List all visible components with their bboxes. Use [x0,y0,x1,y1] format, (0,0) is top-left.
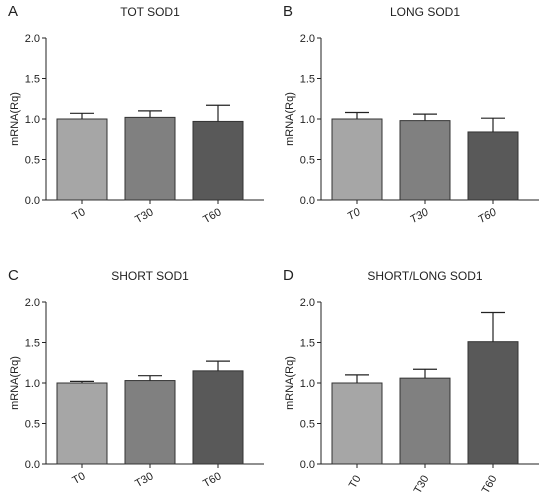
bar-t60 [467,341,519,465]
y-tick-label: 1.5 [25,338,40,350]
y-tick-label: 1.0 [25,114,40,126]
bar-t0 [56,118,108,201]
y-axis-title: mRNA(Rq) [9,356,21,410]
panel-title: SHORT SOD1 [111,269,189,283]
bar-t60 [192,370,244,465]
y-tick-label: 0.0 [300,195,315,207]
y-axis-title: mRNA(Rq) [284,356,296,410]
panel-letter: C [8,267,19,284]
bar-t30 [399,377,451,465]
panel-a: A TOT SOD1 mRNA(Rq) 0.0 0.5 1.0 1.5 2.0 T0 T30 T60 [8,3,264,226]
y-tick-label: 1.0 [300,378,315,390]
bar-t30 [399,120,451,201]
y-tick-label: 1.0 [25,378,40,390]
panel-title: LONG SOD1 [390,5,460,19]
panel-b: B LONG SOD1 mRNA(Rq) 0.0 0.5 1.0 1.5 2.0 T0 T30 T6… [283,3,539,226]
x-tick-label-t0: T0 [345,206,363,223]
y-tick-label: 1.0 [300,114,315,126]
y-tick-label: 0.5 [300,155,315,167]
panel-title: SHORT/LONG SOD1 [367,269,482,283]
y-tick-label: 0.5 [25,155,40,167]
y-tick-label: 1.5 [300,74,315,86]
bar-t60 [467,131,519,201]
panel-letter: D [283,267,294,284]
x-tick-label-t30: T30 [412,474,432,496]
x-tick-label-t30: T30 [408,206,431,226]
x-tick-label-t60: T60 [480,474,500,496]
panel-letter: B [283,3,293,20]
x-tick-label-t60: T60 [201,206,223,226]
panel-letter: A [8,3,18,20]
bar-t60 [192,120,244,201]
x-tick-label-t30: T30 [133,206,155,226]
y-tick-label: 1.5 [25,74,40,86]
x-tick-label-t60: T60 [201,470,223,490]
y-tick-label: 0.0 [25,195,40,207]
bar-t30 [124,116,176,201]
x-tick-label-t0: T0 [347,474,364,491]
bar-t0 [331,382,383,465]
x-tick-label-t0: T0 [70,206,87,223]
panel-d: D SHORT/LONG SOD1 mRNA(Rq) 0.0 0.5 1.0 1.5 2.0 T… [283,267,539,496]
y-tick-label: 2.0 [300,33,315,45]
panel-c: C SHORT SOD1 mRNA(Rq) 0.0 0.5 1.0 1.5 2.0 T0 T30 T… [8,267,264,490]
y-tick-label: 0.0 [300,459,315,471]
panel-title: TOT SOD1 [120,5,180,19]
y-tick-label: 2.0 [300,297,315,309]
y-tick-label: 0.5 [25,419,40,431]
y-axis-title: mRNA(Rq) [284,92,296,146]
x-tick-label-t60: T60 [476,206,499,226]
x-tick-label-t0: T0 [70,470,87,487]
y-axis-title: mRNA(Rq) [9,92,21,146]
y-tick-label: 0.5 [300,419,315,431]
y-tick-label: 2.0 [25,297,40,309]
bar-t30 [124,380,176,465]
y-tick-label: 2.0 [25,33,40,45]
bar-t0 [331,118,383,201]
x-tick-label-t30: T30 [133,470,155,490]
y-tick-label: 1.5 [300,338,315,350]
y-tick-label: 0.0 [25,459,40,471]
bar-t0 [56,382,108,465]
